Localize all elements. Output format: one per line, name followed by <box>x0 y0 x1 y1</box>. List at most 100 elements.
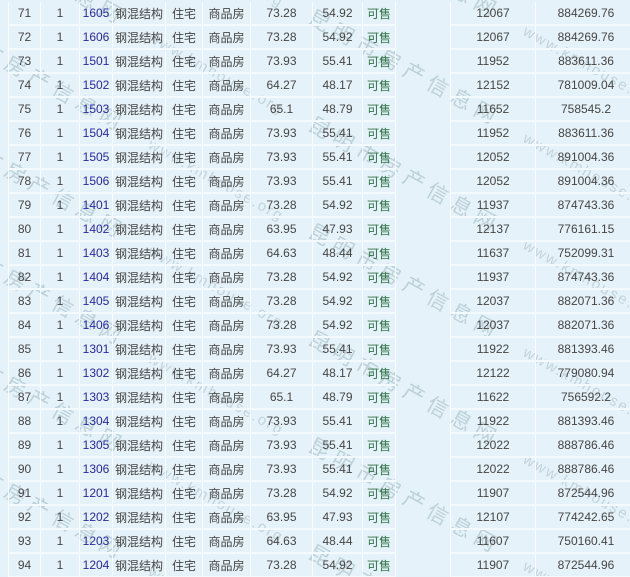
cell-sale-type: 商品房 <box>203 266 251 288</box>
cell-inner-area: 55.41 <box>313 170 363 192</box>
table-row: 89 1 1305 钢混结构 住宅 商品房 73.93 55.41 可售 <box>9 434 396 458</box>
cell-floor-area: 65.1 <box>251 98 313 120</box>
table-row: 87 1 1303 钢混结构 住宅 商品房 65.1 48.79 可售 <box>9 386 396 410</box>
table-row: 11937 874743.36 <box>451 194 630 218</box>
cell-building: 1 <box>41 458 80 480</box>
cell-status: 可售 <box>363 434 396 456</box>
cell-usage: 住宅 <box>166 74 203 96</box>
cell-sale-type: 商品房 <box>203 290 251 312</box>
cell-unit-link[interactable]: 1403 <box>80 242 113 264</box>
cell-unit-price: 12107 <box>451 506 536 528</box>
cell-floor-area: 73.28 <box>251 314 313 336</box>
cell-unit-link[interactable]: 1502 <box>80 74 113 96</box>
cell-total-price: 758545.2 <box>560 102 612 116</box>
cell-total-price: 874743.36 <box>557 270 615 284</box>
cell-status: 可售 <box>363 338 396 360</box>
table-row: 79 1 1401 钢混结构 住宅 商品房 73.28 54.92 可售 <box>9 194 396 218</box>
cell-building: 1 <box>41 554 80 576</box>
cell-unit-link[interactable]: 1201 <box>80 482 113 504</box>
cell-inner-area: 55.41 <box>313 434 363 456</box>
cell-unit-price: 11952 <box>451 50 536 72</box>
cell-status: 可售 <box>363 50 396 72</box>
cell-total-price: 882071.36 <box>557 318 615 332</box>
table-row: 71 1 1605 钢混结构 住宅 商品房 73.28 54.92 可售 <box>9 2 396 26</box>
cell-unit-link[interactable]: 1202 <box>80 506 113 528</box>
cell-unit-link[interactable]: 1301 <box>80 338 113 360</box>
cell-unit-price: 11907 <box>451 554 536 576</box>
cell-unit-link[interactable]: 1505 <box>80 146 113 168</box>
cell-unit-link[interactable]: 1504 <box>80 122 113 144</box>
cell-unit-link[interactable]: 1303 <box>80 386 113 408</box>
cell-structure: 钢混结构 <box>113 218 166 240</box>
cell-status: 可售 <box>363 506 396 528</box>
table-row: 12137 776161.15 <box>451 218 630 242</box>
cell-inner-area: 54.92 <box>313 194 363 216</box>
cell-unit-price: 11622 <box>451 386 536 408</box>
table-row: 12067 884269.76 <box>451 2 630 26</box>
cell-unit-link[interactable]: 1203 <box>80 530 113 552</box>
cell-status: 可售 <box>363 170 396 192</box>
cell-total-price: 774242.65 <box>557 510 615 524</box>
cell-unit-link[interactable]: 1501 <box>80 50 113 72</box>
cell-building: 1 <box>41 314 80 336</box>
cell-unit-price: 11937 <box>451 194 536 216</box>
table-row: 91 1 1201 钢混结构 住宅 商品房 73.28 54.92 可售 <box>9 482 396 506</box>
cell-total-price: 872544.96 <box>557 486 615 500</box>
cell-floor-area: 73.93 <box>251 410 313 432</box>
cell-floor-area: 63.95 <box>251 506 313 528</box>
cell-structure: 钢混结构 <box>113 314 166 336</box>
cell-unit-price: 12022 <box>451 434 536 456</box>
cell-unit-link[interactable]: 1405 <box>80 290 113 312</box>
cell-floor-area: 73.93 <box>251 434 313 456</box>
cell-unit-link[interactable]: 1306 <box>80 458 113 480</box>
cell-unit-link[interactable]: 1404 <box>80 266 113 288</box>
cell-structure: 钢混结构 <box>113 338 166 360</box>
cell-unit-link[interactable]: 1406 <box>80 314 113 336</box>
cell-sale-type: 商品房 <box>203 218 251 240</box>
table-row: 76 1 1504 钢混结构 住宅 商品房 73.93 55.41 可售 <box>9 122 396 146</box>
cell-usage: 住宅 <box>166 506 203 528</box>
cell-structure: 钢混结构 <box>113 482 166 504</box>
cell-building: 1 <box>41 242 80 264</box>
cell-unit-link[interactable]: 1305 <box>80 434 113 456</box>
cell-total-price: 874743.36 <box>557 198 615 212</box>
cell-floor-area: 65.1 <box>251 386 313 408</box>
cell-total-price: 872544.96 <box>557 558 615 572</box>
cell-unit-link[interactable]: 1302 <box>80 362 113 384</box>
cell-unit-link[interactable]: 1503 <box>80 98 113 120</box>
cell-sale-type: 商品房 <box>203 146 251 168</box>
cell-unit-link[interactable]: 1204 <box>80 554 113 576</box>
listings-table-left: 71 1 1605 钢混结构 住宅 商品房 73.28 54.92 可售 72 1 1606 钢混结构住… <box>8 2 396 577</box>
cell-total-price: 752099.31 <box>557 246 615 260</box>
cell-unit-link[interactable]: 1605 <box>80 2 113 24</box>
cell-unit-link[interactable]: 1304 <box>80 410 113 432</box>
cell-sale-type: 商品房 <box>203 554 251 576</box>
cell-status: 可售 <box>363 530 396 552</box>
cell-total-price: 883611.36 <box>558 54 614 68</box>
cell-row-number: 77 <box>9 146 41 168</box>
cell-building: 1 <box>41 506 80 528</box>
cell-floor-area: 73.93 <box>251 170 313 192</box>
table-row: 12022 888786.46 <box>451 458 630 482</box>
cell-structure: 钢混结构 <box>113 98 166 120</box>
cell-status: 可售 <box>363 314 396 336</box>
cell-status: 可售 <box>363 266 396 288</box>
cell-unit-link[interactable]: 1506 <box>80 170 113 192</box>
cell-usage: 住宅 <box>166 218 203 240</box>
cell-unit-link[interactable]: 1606 <box>80 26 113 48</box>
cell-inner-area: 54.92 <box>313 290 363 312</box>
table-row: 77 1 1505 钢混结构 住宅 商品房 73.93 55.41 可售 <box>9 146 396 170</box>
cell-building: 1 <box>41 530 80 552</box>
cell-unit-link[interactable]: 1401 <box>80 194 113 216</box>
cell-status: 可售 <box>363 74 396 96</box>
cell-unit-link[interactable]: 1402 <box>80 218 113 240</box>
cell-status: 可售 <box>363 410 396 432</box>
table-row: 73 1 1501 钢混结构 住宅 商品房 73.93 55.41 可售 <box>9 50 396 74</box>
cell-total-price: 779080.94 <box>557 366 615 380</box>
cell-unit-price: 11922 <box>451 338 536 360</box>
cell-structure: 钢混结构 <box>113 242 166 264</box>
cell-status: 可售 <box>363 26 396 48</box>
cell-structure: 钢混结构 <box>113 434 166 456</box>
cell-floor-area: 73.93 <box>251 338 313 360</box>
